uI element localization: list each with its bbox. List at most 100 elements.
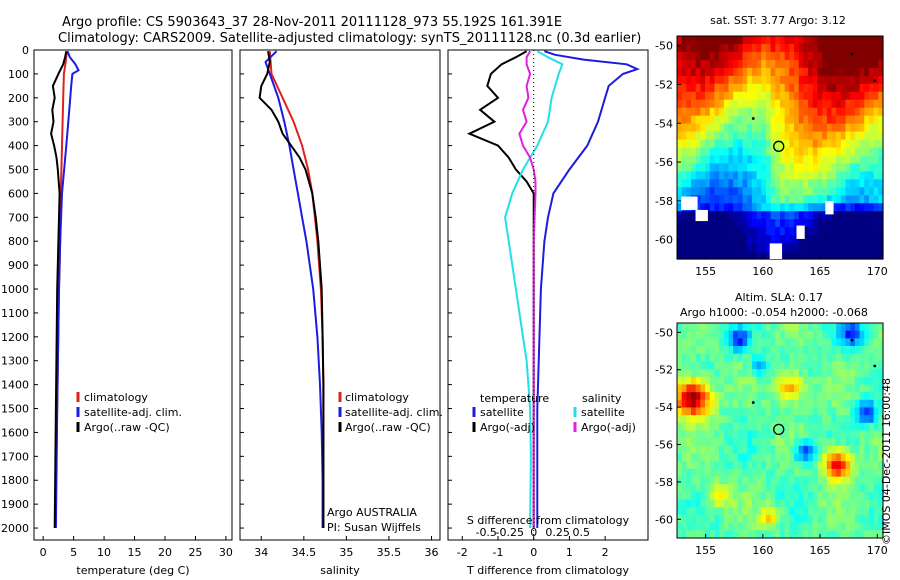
map-cell [737,83,744,93]
map-cell [780,430,786,439]
series-line-satellite-adj-clim- [264,50,324,528]
map-cell [737,522,744,531]
map-cell [836,163,842,172]
map-cell [719,422,725,432]
map-cell [686,67,692,77]
map-cell [709,139,716,149]
map-cell [700,507,706,516]
map-cell [686,415,692,424]
map-cell [873,507,879,516]
map-cell [794,491,800,501]
map-cell [789,115,795,125]
map-cell [695,438,702,447]
map-cell [756,484,762,493]
map-cell [719,384,725,393]
map-cell [677,195,683,204]
map-cell [695,369,702,378]
map-cell [695,415,702,424]
map-cell [864,91,870,101]
map-cell [864,139,870,149]
map-cell [700,330,706,339]
map-cell [705,514,711,524]
map-cell [714,430,720,439]
map-cell [747,195,753,204]
map-cell [812,251,819,260]
map-cell [794,323,800,332]
map-cell [873,43,879,53]
map-cell [812,384,819,393]
map-cell [780,131,786,141]
difference-panel: -2 -1 0 1 2T difference from climatology-0.5… [447,49,649,577]
map-cell [733,227,739,236]
map-cell [822,453,828,462]
map-cell [686,139,692,149]
map-cell [873,530,879,539]
map-cell [695,123,702,133]
map-cell [784,461,790,470]
x-tick-label: 20 [158,546,172,559]
map-cell [761,522,767,531]
map-cell [868,115,875,125]
map-cell [794,507,800,516]
map-cell [705,445,711,455]
map-cell [765,323,772,332]
map-cell [822,43,828,53]
map-cell [840,179,847,188]
map-cell [761,36,767,45]
map-cell [826,338,833,347]
map-cell [854,468,861,478]
map-cell [709,323,716,332]
map-cell [822,499,828,508]
map-cell [770,99,776,109]
map-cell [826,51,833,61]
map-cell [761,139,767,149]
map-cell [780,251,786,260]
map-cell [868,163,875,172]
map-cell [728,147,734,157]
map-cell [681,99,687,109]
map-cell [840,476,847,485]
map-cell [723,323,730,332]
map-cell [845,453,851,462]
map-cell [864,415,870,424]
map-cell [864,376,870,386]
map-cell [840,323,847,332]
map-cell [719,195,725,204]
map-cell [873,107,879,117]
map-cell [817,131,823,141]
map-cell [845,338,851,347]
map-cell [723,235,730,244]
y-tick-label: 700 [8,211,29,224]
map-cell [803,484,809,493]
map-cell [775,139,781,149]
map-cell [780,67,786,77]
map-cell [826,438,833,447]
map-cell [714,453,720,462]
map-cell [756,346,762,355]
map-cell [705,155,711,165]
map-cell [831,499,837,508]
map-cell [780,99,786,109]
map-cell [691,338,697,347]
map-cell [850,203,856,212]
map-cell [705,369,711,378]
map-cell [728,415,734,424]
y-tick-label: 2000 [1,522,29,535]
map-cell [868,461,875,470]
map-cell [695,131,702,141]
map-cell [812,235,819,244]
map-cell [761,59,767,69]
map-cell [747,83,753,93]
map-cell [728,330,734,339]
map-cell [808,187,814,196]
map-cell [808,99,814,109]
map-cell [817,422,823,432]
legend-label: satellite [480,406,524,419]
map-cell [737,484,744,493]
map-cell [803,115,809,125]
map-cell [723,422,730,432]
map-cell [878,107,884,117]
map-cell [798,415,805,424]
map-cell [803,514,809,524]
map-cell [742,507,748,516]
